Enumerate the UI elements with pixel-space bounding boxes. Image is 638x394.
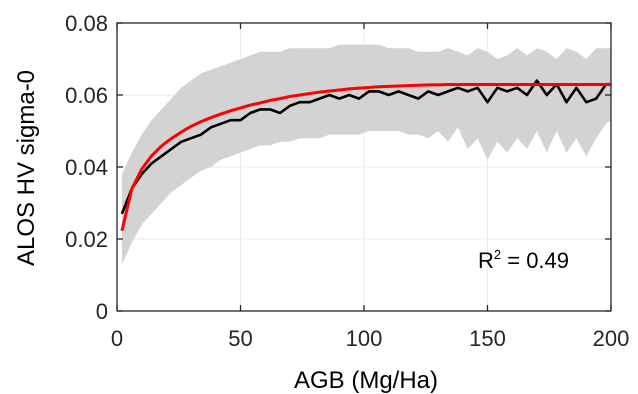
axes xyxy=(116,22,612,312)
x-tick-label: 200 xyxy=(593,326,630,351)
uncertainty-band xyxy=(121,44,611,265)
y-tick-label: 0.08 xyxy=(65,11,108,36)
x-tick-label: 0 xyxy=(111,326,123,351)
x-tick-label: 150 xyxy=(469,326,506,351)
r-squared-prefix: R xyxy=(478,248,494,273)
r-squared-annotation: R2 = 0.49 xyxy=(478,247,569,273)
x-tick-label: 100 xyxy=(346,326,383,351)
x-tick-label: 50 xyxy=(228,326,252,351)
x-axis-label: AGB (Mg/Ha) xyxy=(294,367,438,394)
y-tick-labels: 0 0.02 0.04 0.06 0.08 xyxy=(65,11,108,324)
r-squared-superscript: 2 xyxy=(494,247,501,262)
fit-series-line xyxy=(120,83,611,232)
r-squared-value: = 0.49 xyxy=(501,248,569,273)
y-tick-label: 0.06 xyxy=(65,83,108,108)
y-tick-label: 0.04 xyxy=(65,155,108,180)
y-tick-label: 0 xyxy=(96,299,108,324)
y-axis-label: ALOS HV sigma-0 xyxy=(13,70,40,266)
y-tick-label: 0.02 xyxy=(65,227,108,252)
x-tick-labels: 0 50 100 150 200 xyxy=(111,326,629,351)
